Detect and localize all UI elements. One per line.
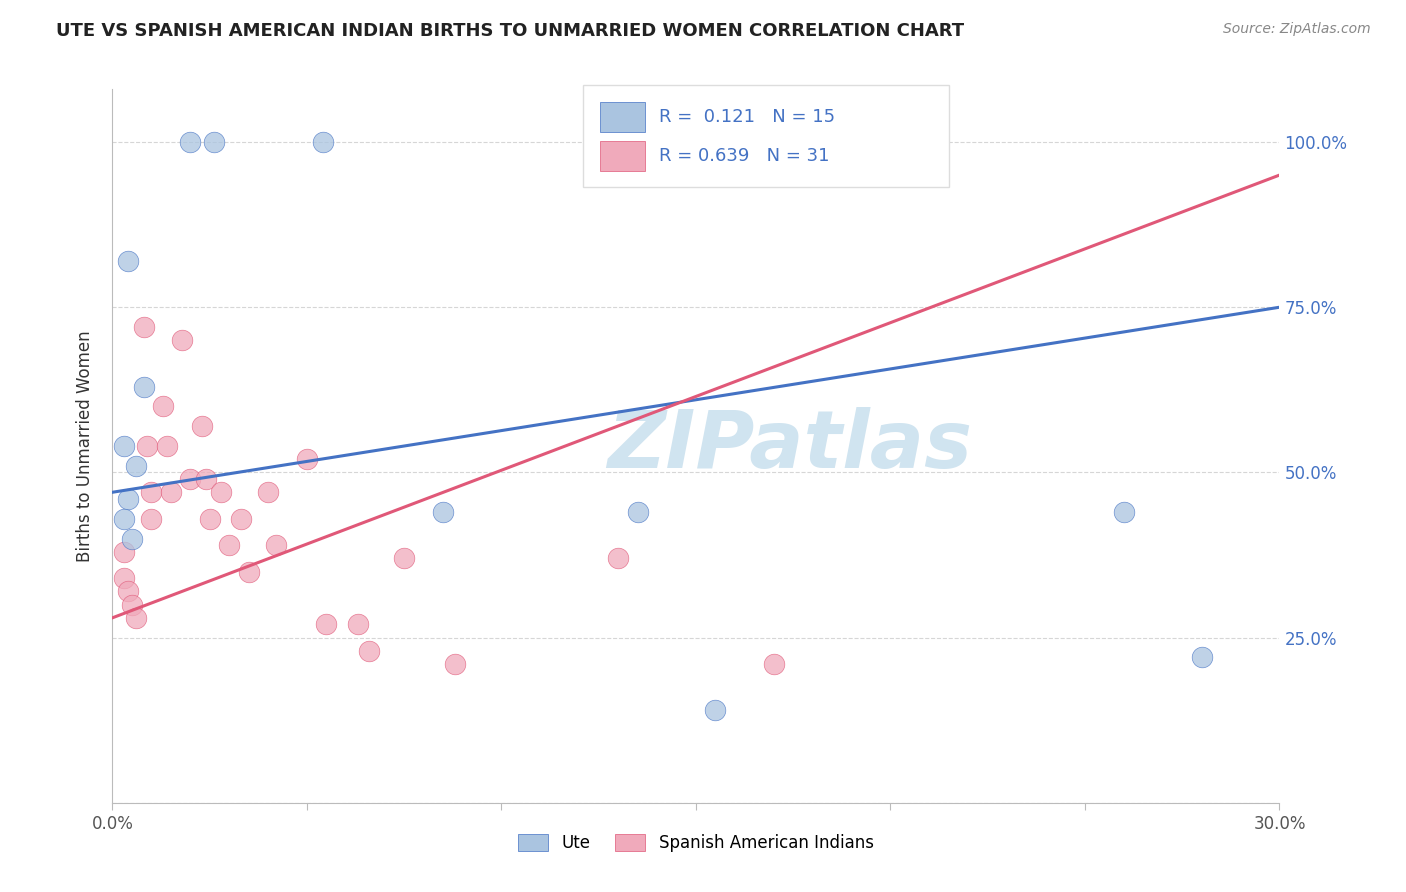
Point	[136, 439, 159, 453]
Point	[156, 439, 179, 453]
Point	[152, 400, 174, 414]
Point	[394, 551, 416, 566]
Point	[198, 511, 221, 525]
Point	[443, 657, 465, 671]
Point	[229, 511, 252, 525]
Point	[311, 135, 333, 149]
Point	[1112, 505, 1135, 519]
Point	[359, 644, 381, 658]
Point	[704, 703, 727, 717]
Point	[762, 657, 785, 671]
Point	[117, 491, 139, 506]
Legend: Ute, Spanish American Indians: Ute, Spanish American Indians	[512, 827, 880, 859]
Point	[172, 333, 194, 347]
Text: ZIPatlas: ZIPatlas	[607, 407, 972, 485]
Point	[1191, 650, 1213, 665]
Text: R =  0.121   N = 15: R = 0.121 N = 15	[659, 108, 835, 126]
Point	[141, 511, 163, 525]
Point	[202, 135, 225, 149]
Point	[117, 584, 139, 599]
Point	[238, 565, 260, 579]
Point	[627, 505, 650, 519]
Point	[132, 379, 155, 393]
Point	[315, 617, 337, 632]
Point	[160, 485, 183, 500]
Point	[117, 254, 139, 268]
Point	[132, 320, 155, 334]
Text: R = 0.639   N = 31: R = 0.639 N = 31	[659, 147, 830, 165]
Y-axis label: Births to Unmarried Women: Births to Unmarried Women	[76, 330, 94, 562]
Text: Source: ZipAtlas.com: Source: ZipAtlas.com	[1223, 22, 1371, 37]
Point	[607, 551, 630, 566]
Point	[218, 538, 240, 552]
Point	[257, 485, 280, 500]
Point	[125, 458, 148, 473]
Point	[264, 538, 287, 552]
Point	[112, 571, 135, 585]
Point	[125, 611, 148, 625]
Point	[295, 452, 318, 467]
Point	[179, 135, 201, 149]
Point	[191, 419, 214, 434]
Point	[179, 472, 201, 486]
Text: UTE VS SPANISH AMERICAN INDIAN BIRTHS TO UNMARRIED WOMEN CORRELATION CHART: UTE VS SPANISH AMERICAN INDIAN BIRTHS TO…	[56, 22, 965, 40]
Point	[194, 472, 217, 486]
Point	[112, 511, 135, 525]
Point	[346, 617, 368, 632]
Point	[209, 485, 232, 500]
Point	[432, 505, 454, 519]
Point	[112, 439, 135, 453]
Point	[121, 598, 143, 612]
Point	[141, 485, 163, 500]
Point	[121, 532, 143, 546]
Point	[112, 545, 135, 559]
